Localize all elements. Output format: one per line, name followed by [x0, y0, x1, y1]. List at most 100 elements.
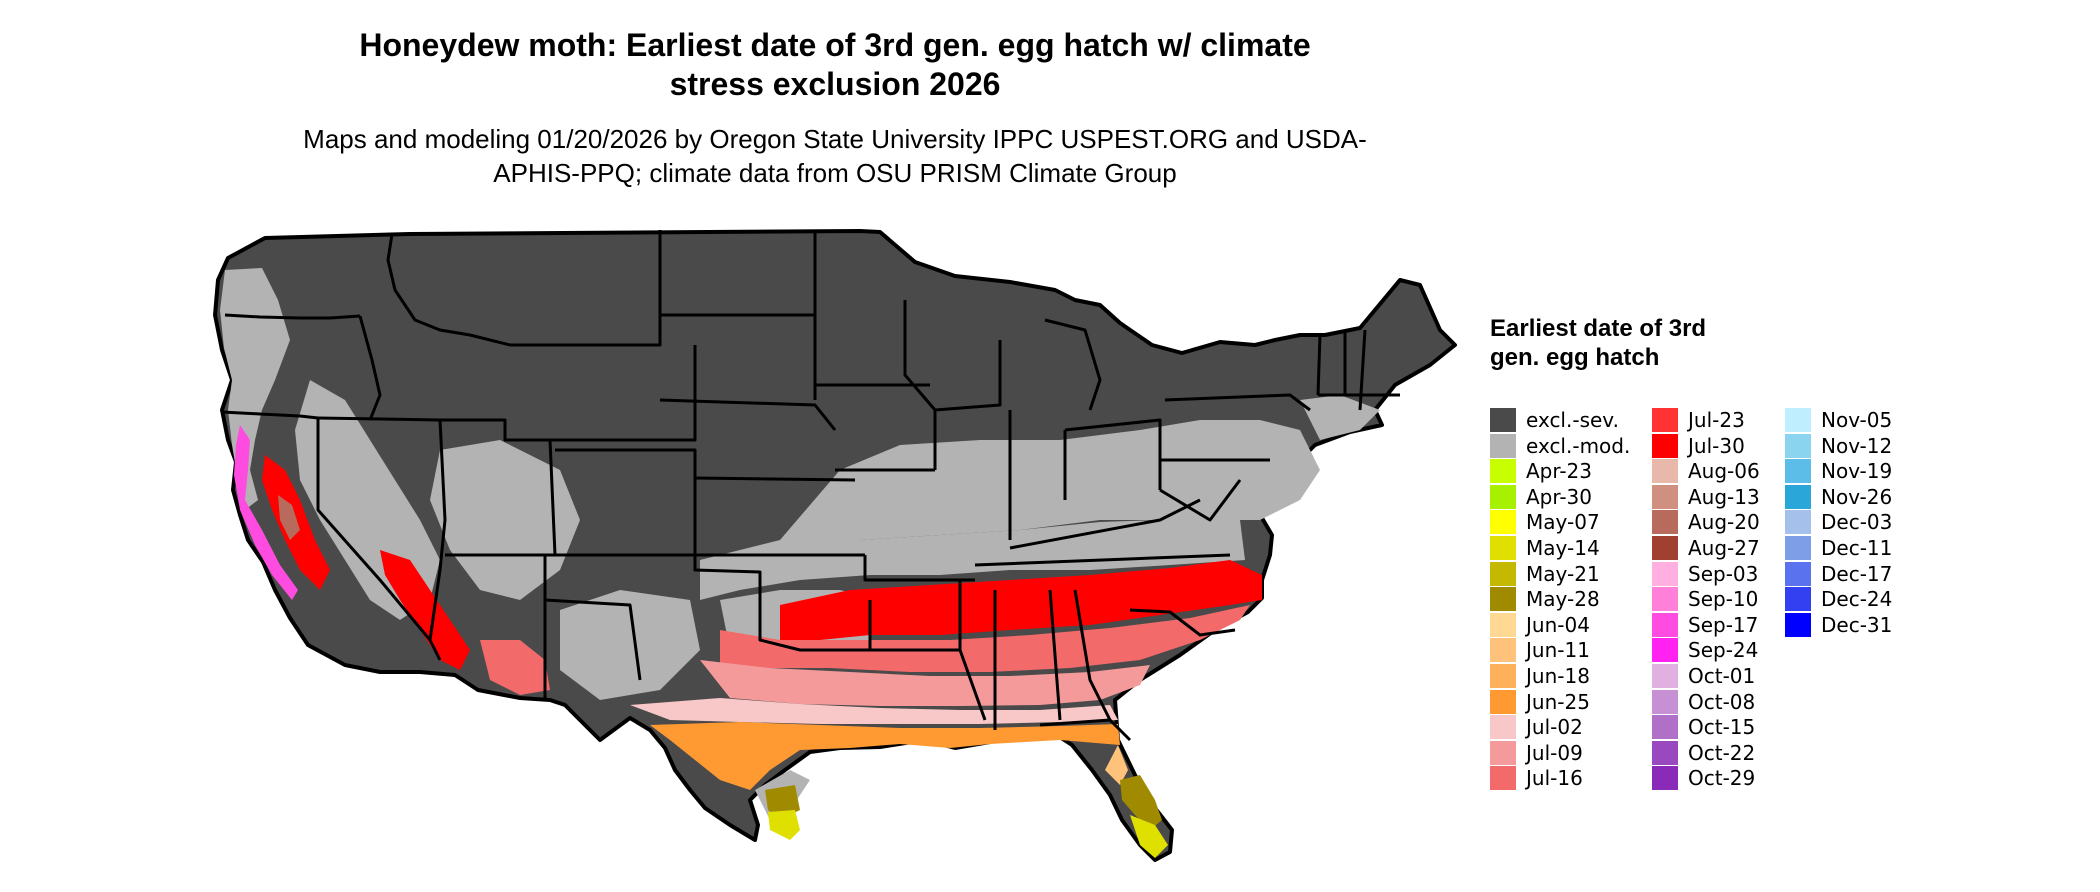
legend-label: Oct-01 [1688, 663, 1756, 688]
legend-label: excl.-mod. [1526, 433, 1631, 458]
boundary-id-mt [386, 233, 511, 347]
legend-label: Aug-20 [1688, 510, 1760, 535]
legend-swatch [1652, 663, 1678, 688]
legend-label: Jul-16 [1526, 766, 1583, 791]
legend-swatch [1652, 535, 1678, 560]
legend-swatch [1652, 459, 1678, 484]
legend-swatch [1785, 612, 1811, 637]
legend-label: Apr-30 [1526, 484, 1592, 509]
legend-title: Earliest date of 3rd gen. egg hatch [1490, 315, 1707, 371]
band-desert-jul-30 [380, 550, 470, 670]
legend-label: Nov-26 [1821, 484, 1893, 509]
legend-swatch [1490, 408, 1516, 432]
band-jul-30 [780, 560, 1262, 640]
legend-label: Jun-04 [1526, 612, 1590, 637]
legend-swatch [1490, 715, 1516, 740]
boundary-mt-wy [510, 230, 662, 347]
legend-label: Dec-24 [1821, 587, 1893, 612]
boundary-mo-south [863, 555, 975, 582]
legend-swatch [1490, 433, 1516, 458]
legend-swatch [1490, 561, 1516, 586]
boundary-sd-ne [659, 398, 837, 431]
boundary-mi [1044, 318, 1102, 411]
boundary-la-east [958, 580, 987, 721]
boundary-tx-west [544, 598, 642, 681]
legend-label: Aug-06 [1688, 459, 1760, 484]
boundary-or-ca [221, 410, 319, 420]
legend-swatch [1652, 612, 1678, 637]
boundary-new-england [1316, 329, 1400, 411]
boundary-ms-al [993, 589, 1062, 730]
legend-swatch [1652, 510, 1678, 535]
state-boundaries [221, 230, 1400, 742]
legend-label: Aug-13 [1688, 484, 1760, 509]
legend-label: Aug-27 [1688, 535, 1760, 560]
map-subtitle: Maps and modeling 01/20/2026 by Oregon S… [303, 124, 1367, 188]
band-jun-11 [1105, 745, 1128, 785]
legend-swatch [1652, 715, 1678, 740]
map-title: Honeydew moth: Earliest date of 3rd gen.… [359, 27, 1311, 102]
legend-swatch [1652, 433, 1678, 458]
boundary-oh [1063, 418, 1162, 500]
band-jul-16 [720, 605, 1250, 672]
legend-label: Oct-15 [1688, 715, 1756, 740]
legend-label: Nov-12 [1821, 433, 1893, 458]
development-bands [234, 425, 1262, 858]
legend-label: Oct-29 [1688, 766, 1756, 791]
legend-swatch [1652, 766, 1678, 791]
band-texas-may-14 [768, 810, 800, 840]
legend-label: Jun-18 [1526, 663, 1590, 688]
legend-swatch [1490, 587, 1516, 612]
legend-label: Dec-31 [1821, 612, 1893, 637]
band-california-aug-20 [278, 495, 300, 540]
legend-label: May-21 [1526, 561, 1600, 586]
legend-swatch [1490, 484, 1516, 509]
legend-swatch [1785, 484, 1811, 509]
legend-swatch [1490, 689, 1516, 714]
legend-label: Sep-03 [1688, 561, 1759, 586]
legend-label: Dec-17 [1821, 561, 1893, 586]
boundary-va-wv [1159, 479, 1242, 522]
legend-label: Sep-24 [1688, 638, 1759, 663]
legend-swatch [1785, 433, 1811, 458]
legend-swatch [1490, 638, 1516, 663]
legend-swatch [1490, 510, 1516, 535]
legend-label: Jul-02 [1526, 715, 1583, 740]
boundary-ca-nv [316, 418, 442, 661]
legend-swatch [1785, 561, 1811, 586]
boundary-tn [974, 553, 1231, 567]
boundary-co-nm [545, 448, 697, 557]
legend-swatch [1652, 740, 1678, 765]
legend-label: Dec-11 [1821, 535, 1893, 560]
legend-swatch [1652, 638, 1678, 663]
band-arizona-jul-16 [480, 640, 550, 695]
legend-swatch [1785, 535, 1811, 560]
legend-label: May-14 [1526, 535, 1600, 560]
boundary-ne-ks [694, 476, 856, 482]
legend-swatch [1652, 689, 1678, 714]
boundary-al-ga [1073, 589, 1112, 721]
band-may-28 [1120, 775, 1162, 830]
legend-label: Dec-03 [1821, 510, 1893, 535]
legend-swatch [1785, 459, 1811, 484]
midwest-moderate [780, 420, 1320, 540]
southwest-moderate [560, 590, 700, 700]
legend-label: Jun-25 [1526, 689, 1590, 714]
legend-swatch [1490, 535, 1516, 560]
legend-swatch [1785, 408, 1811, 432]
boundary-pa-ny [1164, 393, 1311, 412]
legend-swatch [1652, 587, 1678, 612]
boundary-id-west [358, 315, 382, 421]
legend-label: excl.-sev. [1526, 408, 1619, 432]
band-jul-09 [700, 660, 1150, 706]
band-jun-25 [650, 722, 1120, 790]
legend-label: Jun-11 [1526, 638, 1590, 663]
legend-swatch [1490, 663, 1516, 688]
boundary-wa-or [224, 313, 361, 320]
legend-swatch [1490, 459, 1516, 484]
legend-label: Sep-17 [1688, 612, 1759, 637]
legend-swatch [1652, 484, 1678, 509]
legend-label: Jul-30 [1688, 433, 1745, 458]
south-central-moderate [700, 515, 1245, 600]
legend-label: Nov-05 [1821, 408, 1893, 432]
